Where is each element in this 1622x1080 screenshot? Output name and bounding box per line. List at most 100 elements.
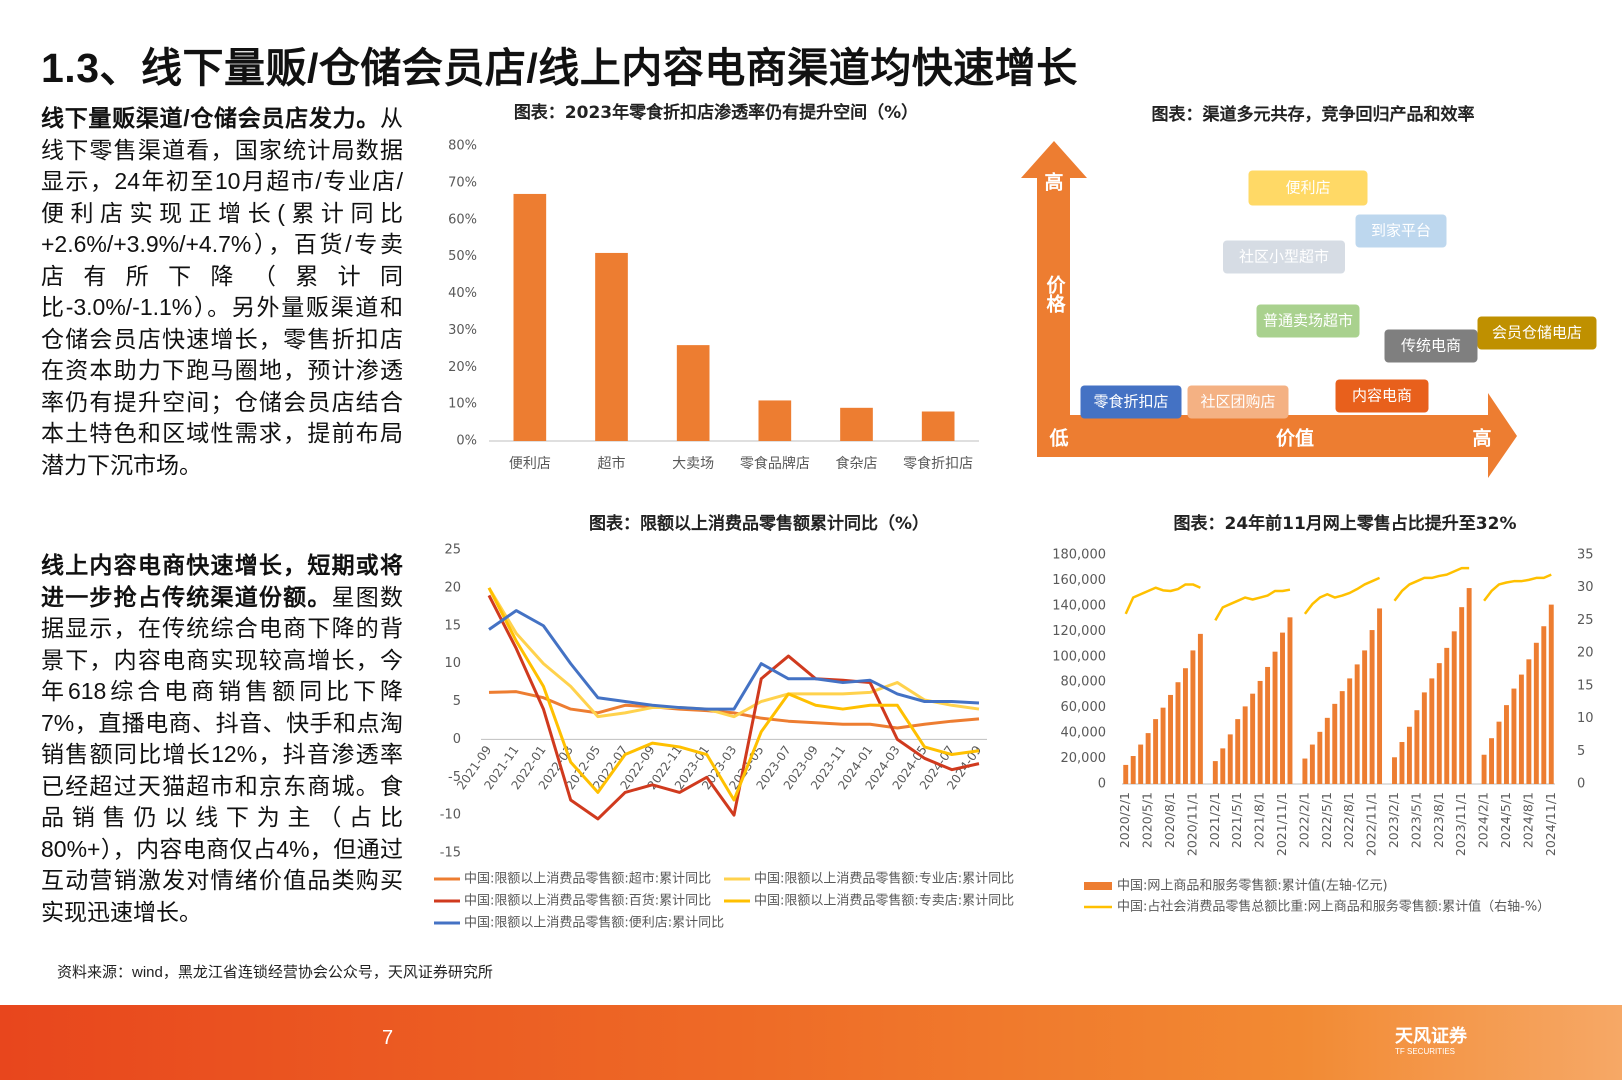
bar [1160, 707, 1166, 784]
y-tick-label: 80,000 [1061, 675, 1107, 690]
x-tick-label: 2024/8/1 [1520, 792, 1535, 848]
node-label: 社区小型超市 [1239, 248, 1329, 266]
bar [1317, 731, 1323, 784]
bar [840, 407, 873, 441]
footer-band [0, 1005, 1622, 1080]
node-label: 便利店 [1285, 179, 1330, 197]
bar [1175, 682, 1181, 784]
node-label: 社区团购店 [1200, 393, 1275, 411]
legend-label: 中国:限额以上消费品零售额:百货:累计同比 [464, 893, 711, 909]
chart-title: 图表：24年前11月网上零售占比提升至32% [1173, 513, 1516, 534]
x-high: 高 [1472, 427, 1491, 450]
x-tick-label: 2020/11/1 [1184, 792, 1199, 856]
x-tick-label: 便利店 [509, 456, 551, 472]
bar [1496, 721, 1502, 784]
x-tick-label: 2022/2/1 [1296, 792, 1311, 848]
paragraph: 线下量贩渠道/仓储会员店发力。从线下零售渠道看，国家统计局数据显示，24年初至1… [41, 103, 403, 481]
x-tick-label: 2020/8/1 [1162, 792, 1177, 848]
y-tick-label: 15 [444, 618, 461, 633]
x-tick-label: 2021/8/1 [1252, 792, 1267, 848]
bar [1354, 664, 1360, 784]
node-label: 会员仓储电店 [1492, 324, 1582, 342]
y-label: 价格 [1044, 275, 1066, 314]
x-tick-label: 2024/5/1 [1498, 792, 1513, 848]
bar [1227, 734, 1233, 784]
y-tick-label: 60,000 [1061, 700, 1107, 715]
bar [1444, 647, 1450, 784]
bar [1377, 608, 1383, 784]
node-label: 传统电商 [1401, 337, 1461, 355]
bar [1414, 710, 1420, 784]
x-tick-label: 零食品牌店 [740, 455, 810, 472]
y-tick-label: 20% [448, 360, 477, 375]
y-tick-label: 10 [444, 656, 461, 671]
node-label: 内容电商 [1352, 387, 1412, 405]
x-tick-label: 零食折扣店 [903, 455, 973, 472]
x-tick-label: 2022/11/1 [1364, 792, 1379, 856]
bar [1309, 744, 1315, 784]
node-box [1187, 385, 1289, 419]
bar [1190, 650, 1196, 784]
y-tick-label: 30 [1577, 580, 1594, 595]
y-tick-label: 40,000 [1061, 726, 1107, 741]
node-label: 普通卖场超市 [1263, 312, 1353, 330]
legend-label: 中国:限额以上消费品零售额:专业店:累计同比 [754, 871, 1014, 887]
legend-label: 中国:占社会消费品零售总额比重:网上商品和服务零售额:累计值（右轴-%） [1117, 899, 1550, 915]
y-tick-label: 100,000 [1052, 649, 1106, 664]
y-tick-label: 10 [1577, 711, 1594, 726]
bar [1466, 588, 1472, 784]
bar [1451, 631, 1457, 784]
bar [1526, 659, 1532, 784]
node-box [1223, 240, 1345, 274]
axes-arrows [1021, 141, 1517, 478]
legend-label: 中国:限额以上消费品零售额:专卖店:累计同比 [754, 893, 1014, 909]
channel-diagram: 图表：渠道多元共存，竞争回归产品和效率 高 价格 低 价值 高 便利店到家平台社… [1021, 104, 1597, 478]
page-number: 7 [382, 1027, 394, 1049]
x-tick-label: 2021/11/1 [1274, 792, 1289, 856]
bar [1123, 764, 1129, 784]
y-tick-label: 0% [456, 434, 477, 449]
y-tick-label: 10% [448, 397, 477, 412]
x-tick-label: 2023/8/1 [1431, 792, 1446, 848]
y-tick-label: 30% [448, 323, 477, 338]
y-high: 高 [1044, 171, 1063, 194]
logo: 天风证券 [1395, 1026, 1467, 1046]
x-tick-label: 2023/2/1 [1386, 792, 1401, 848]
y-tick-label: 70% [448, 175, 477, 190]
bar [1339, 691, 1345, 784]
bar [1392, 757, 1397, 784]
bar [1429, 678, 1435, 784]
legend-label: 中国:限额以上消费品零售额:超市:累计同比 [464, 871, 711, 887]
y-tick-label: 180,000 [1052, 548, 1106, 563]
bar [676, 345, 710, 441]
series-line [488, 690, 980, 730]
bar [1250, 693, 1256, 784]
y-tick-label: 15 [1577, 678, 1594, 693]
bar [1406, 726, 1412, 784]
line-chart: 图表：限额以上消费品零售额累计同比（%）-15-10-5051015202520… [434, 513, 1014, 931]
series-line [487, 587, 980, 719]
x-tick-label: 2021/2/1 [1207, 792, 1222, 848]
y-tick-label: 80% [448, 139, 477, 154]
node-box [1384, 329, 1478, 363]
y-tick-label: -10 [440, 808, 461, 823]
y-tick-label: 140,000 [1052, 598, 1106, 613]
bar [1220, 748, 1226, 784]
y-tick-label: 120,000 [1052, 624, 1106, 639]
x-tick-label: 食杂店 [836, 455, 878, 472]
bar [1369, 630, 1375, 784]
bar [1130, 756, 1136, 784]
x-tick-label: 2021/5/1 [1229, 792, 1244, 848]
legend-label: 中国:网上商品和服务零售额:累计值(左轴-亿元) [1117, 878, 1388, 894]
bar [1324, 717, 1330, 784]
bar [1145, 733, 1151, 784]
y-tick-label: 25 [1577, 613, 1594, 628]
source-note: 资料来源：wind，黑龙江省连锁经营协会公众号，天风证券研究所 [57, 964, 493, 981]
bar [1138, 744, 1144, 784]
node-box [1080, 385, 1182, 419]
bar [1265, 666, 1271, 784]
x-tick-label: 2023/11/1 [1453, 792, 1468, 856]
series-line [487, 587, 980, 802]
bar [1504, 705, 1509, 784]
bar [1436, 663, 1442, 784]
